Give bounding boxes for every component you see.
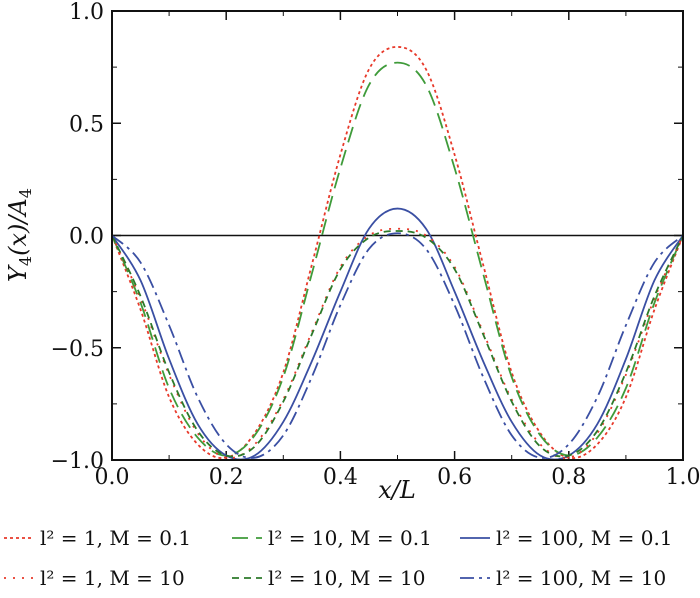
series-line-6 [111, 232, 684, 459]
y-tick-label: −1.0 [51, 449, 104, 474]
legend-entry-label: l² = 1, M = 10 [40, 566, 185, 590]
x-axis-label: x/L [378, 476, 416, 504]
series-line-2 [111, 61, 684, 457]
y-axis-label: Y4(x)/A4 [4, 188, 35, 282]
x-tick-label: 0.8 [551, 465, 586, 490]
x-tick-label: 0.4 [323, 465, 358, 490]
legend-entry-label: l² = 1, M = 0.1 [40, 526, 191, 550]
series-layer [111, 46, 684, 461]
legend-entry-label: l² = 100, M = 10 [496, 566, 666, 590]
x-tick-label: 1.0 [666, 465, 700, 490]
x-tick-label: 0.6 [437, 465, 472, 490]
series-line-3 [111, 207, 684, 461]
y-tick-label: 1.0 [69, 0, 104, 25]
y-tick-label: 0.5 [69, 112, 104, 137]
legend-entry-label: l² = 10, M = 10 [268, 566, 425, 590]
x-tick-label: 0.2 [209, 465, 244, 490]
x-tick-label: 0.0 [95, 465, 130, 490]
legend: l² = 1, M = 0.1 l² = 10, M = 0.1 l² = 100,… [4, 526, 673, 590]
plot-frame [111, 10, 684, 461]
y-tick-label: −0.5 [51, 337, 104, 362]
legend-entry-label: l² = 100, M = 0.1 [496, 526, 673, 550]
axis-ticks: 0.0 0.2 0.4 0.6 0.8 1.0 1.0 0.5 0.0 −0.5 −1.0 [51, 0, 700, 490]
series-line-5 [111, 230, 684, 458]
legend-entry-label: l² = 10, M = 0.1 [268, 526, 432, 550]
series-line-1 [111, 46, 684, 460]
series-line-4 [111, 227, 684, 460]
y-tick-label: 0.0 [69, 225, 104, 250]
